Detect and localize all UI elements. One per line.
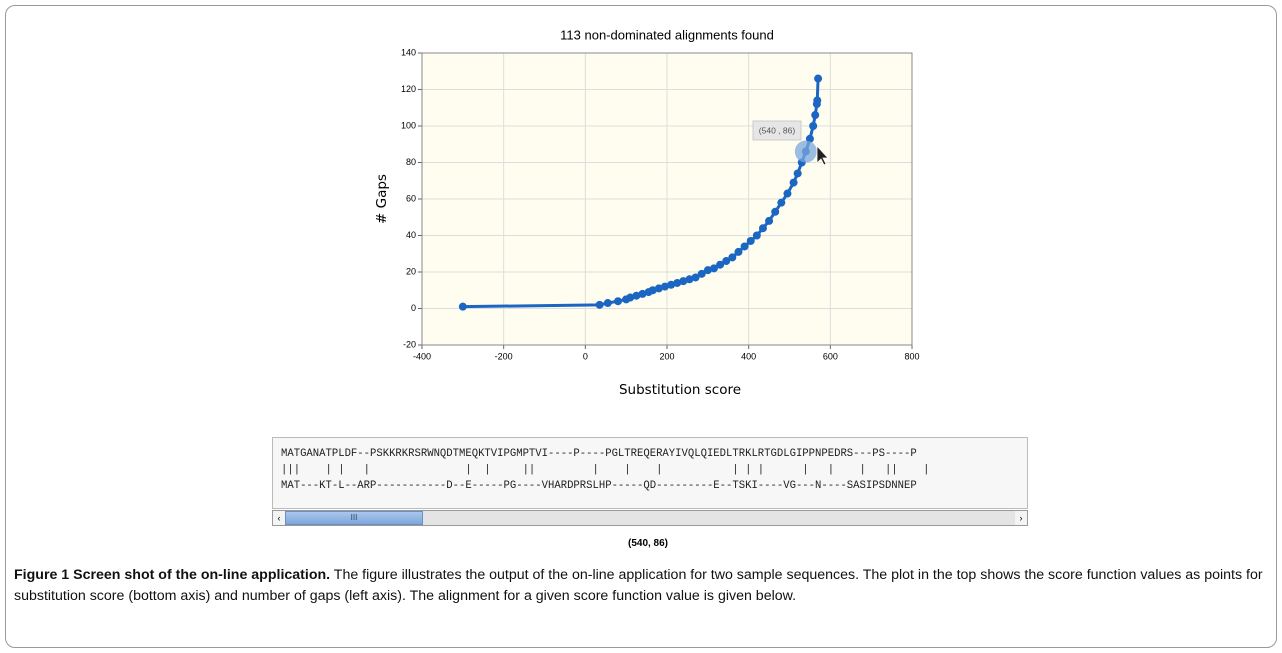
tooltip: (540 , 86) [759, 125, 796, 135]
data-point [648, 286, 657, 295]
data-point [458, 302, 467, 311]
data-point [667, 280, 676, 289]
data-point [709, 264, 718, 273]
y-tick-label: 40 [406, 230, 416, 240]
alignment-line: ||| | | | | | || | | | | | | | | | || | [281, 464, 930, 476]
data-point [654, 284, 663, 293]
data-point [746, 236, 755, 245]
y-tick-label: 60 [406, 193, 416, 203]
x-tick-label: -400 [413, 351, 431, 361]
scroll-thumb[interactable]: III [285, 511, 423, 525]
caption-text: The figure illustrates the output of the… [14, 567, 1263, 604]
data-point [783, 189, 792, 198]
data-point [771, 207, 780, 216]
tooltip-box [752, 120, 802, 141]
y-axis-label: # Gaps [374, 174, 390, 224]
data-point [660, 282, 669, 291]
data-point [603, 299, 612, 308]
x-tick-label: 600 [823, 351, 838, 361]
highlight [794, 140, 817, 163]
data-point [758, 224, 767, 233]
x-tick-label: 0 [583, 351, 588, 361]
scroll-right[interactable]: › [1015, 511, 1027, 525]
data-point [697, 269, 706, 278]
x-tick-label: -200 [495, 351, 513, 361]
data-point [703, 266, 712, 275]
plot-border [421, 52, 913, 346]
data-point [691, 273, 700, 282]
data-point [765, 216, 774, 225]
data-point [626, 293, 635, 302]
y-tick-label: -20 [403, 339, 416, 349]
caption-label: Figure 1 Screen shot of the on-line appl… [14, 567, 331, 583]
scroll-left[interactable]: ‹ [273, 511, 285, 525]
y-tick-label: 80 [406, 157, 416, 167]
y-tick-label: 0 [411, 303, 416, 313]
data-point [734, 247, 743, 256]
data-point [685, 275, 694, 284]
figure-frame [5, 5, 1277, 648]
caption: Figure 1 Screen shot of the on-line appl… [14, 565, 1272, 607]
chart: 113 non-dominated alignments found Subst… [374, 27, 920, 398]
data-point [638, 289, 647, 298]
alignment-panel[interactable]: MATGANATPLDF--PSKKRKRSRWNQDTMEQKTVIPGMPT… [272, 437, 1028, 509]
data-point [811, 111, 820, 120]
data-point [814, 74, 823, 83]
scrollbar[interactable]: ‹ III › [272, 510, 1028, 526]
data-point [716, 260, 725, 269]
x-tick-label: 400 [741, 351, 756, 361]
data-point [679, 277, 688, 286]
data-point [752, 231, 761, 240]
data-point [673, 278, 682, 287]
x-tick-label: 800 [904, 351, 919, 361]
data-point [809, 122, 818, 130]
data-point [632, 291, 641, 300]
cursor [816, 144, 829, 166]
data-point [813, 96, 822, 105]
data-point [789, 178, 798, 187]
data-point [740, 242, 749, 251]
data-point [793, 169, 802, 178]
x-tick-label: 200 [659, 351, 674, 361]
x-axis-label: Substitution score [619, 382, 741, 398]
chart-title: 113 non-dominated alignments found [560, 27, 774, 42]
alignment-line: MATGANATPLDF--PSKKRKRSRWNQDTMEQKTVIPGMPT… [281, 448, 917, 460]
y-tick-label: 100 [401, 120, 416, 130]
selected-point: (540, 86) [627, 538, 669, 549]
y-tick-label: 140 [401, 47, 416, 57]
y-tick-label: 20 [406, 266, 416, 276]
y-tick-label: 120 [401, 84, 416, 94]
data-point [777, 198, 786, 207]
data-point [595, 300, 604, 309]
data-point [614, 297, 622, 306]
data-point [722, 257, 731, 266]
data-point [728, 253, 737, 262]
alignment-line: MAT---KT-L--ARP-----------D--E-----PG---… [281, 480, 917, 492]
